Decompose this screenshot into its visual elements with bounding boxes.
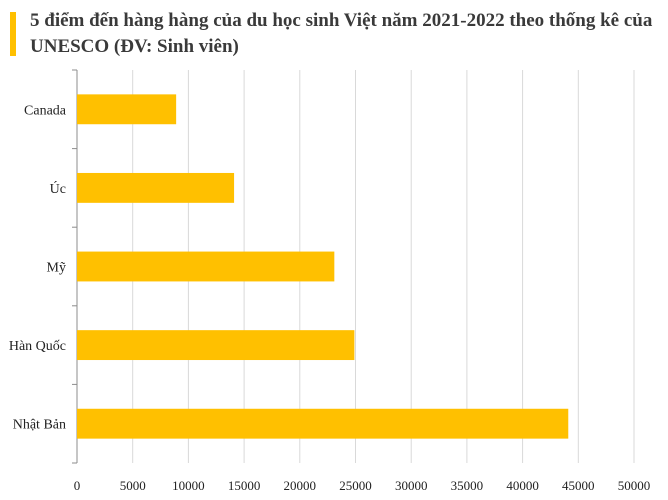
- category-label: Úc: [50, 180, 66, 197]
- x-tick-label: 0: [74, 478, 81, 493]
- bar: [77, 408, 569, 439]
- category-label: Mỹ: [47, 261, 66, 276]
- bar: [77, 330, 355, 361]
- x-tick-label: 50000: [618, 478, 651, 493]
- category-label: Canada: [24, 103, 67, 118]
- bar: [77, 251, 335, 282]
- chart-title: 5 điểm đến hàng hàng của du học sinh Việ…: [30, 10, 653, 57]
- x-tick-label: 40000: [506, 478, 539, 493]
- x-tick-label: 15000: [228, 478, 261, 493]
- category-label: Hàn Quốc: [9, 339, 66, 354]
- title-accent-bar: [10, 12, 16, 56]
- chart-title-block: 5 điểm đến hàng hàng của du học sinh Việ…: [10, 8, 660, 64]
- x-tick-label: 10000: [172, 478, 205, 493]
- category-label: Nhật Bản: [13, 418, 66, 433]
- x-tick-label: 30000: [395, 478, 428, 493]
- x-tick-label: 20000: [284, 478, 317, 493]
- bar: [77, 172, 235, 203]
- x-tick-label: 45000: [562, 478, 595, 493]
- x-tick-label: 35000: [451, 478, 484, 493]
- x-tick-label: 25000: [339, 478, 372, 493]
- x-tick-label: 5000: [120, 478, 146, 493]
- bar: [77, 94, 177, 125]
